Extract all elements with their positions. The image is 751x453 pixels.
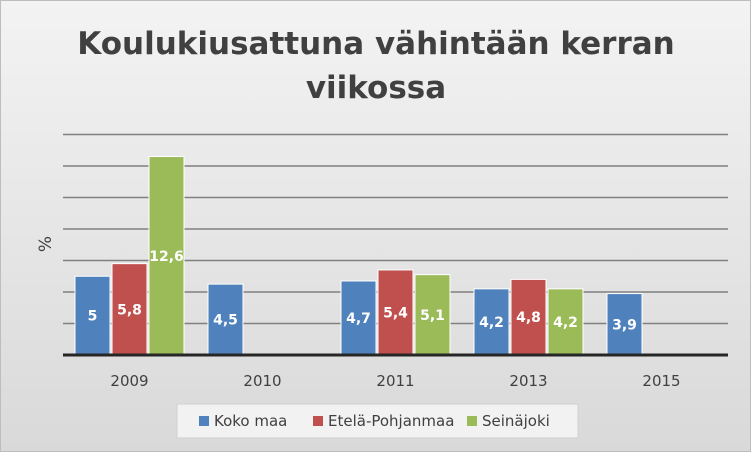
x-tick-label: 2011 (376, 372, 414, 390)
legend-label: Etelä-Pohjanmaa (328, 412, 454, 430)
bar (547, 288, 584, 356)
data-label: 4,8 (516, 310, 541, 326)
legend-swatch (313, 416, 323, 426)
data-label: 3,9 (612, 317, 637, 333)
legend-swatch (467, 416, 477, 426)
legend-label: Seinäjoki (482, 412, 550, 430)
data-label: 4,7 (346, 311, 371, 327)
legend: Koko maa Etelä-Pohjanmaa Seinäjoki (176, 403, 579, 439)
y-axis-label: % (36, 236, 56, 252)
bar (377, 269, 414, 356)
data-label: 12,6 (149, 249, 184, 265)
data-label: 5 (88, 309, 98, 325)
data-label: 4,5 (213, 313, 238, 329)
bar (473, 288, 510, 356)
bar (111, 263, 148, 356)
chart-title-line-2: viikossa (306, 70, 446, 106)
x-tick-labels: 2009 2010 2011 2013 2015 (110, 372, 680, 390)
bar (606, 293, 643, 356)
x-tick-label: 2009 (110, 372, 148, 390)
x-tick-label: 2015 (642, 372, 680, 390)
x-tick-label: 2013 (509, 372, 547, 390)
chart-title-line-1: Koulukiusattuna vähintään kerran (77, 26, 675, 62)
bar (340, 280, 377, 356)
legend-swatch (199, 416, 209, 426)
data-label: 5,4 (383, 305, 408, 321)
data-label: 4,2 (553, 315, 578, 331)
data-label: 5,8 (117, 302, 142, 318)
data-label: 4,2 (479, 315, 504, 331)
legend-label: Koko maa (214, 412, 287, 430)
data-label: 5,1 (420, 308, 445, 324)
bar (414, 274, 451, 356)
legend-box (176, 403, 579, 439)
bars-group: 5 5,8 12,6 4,5 4,7 5,4 5,1 4,2 4,8 4,2 3,9 (74, 156, 643, 356)
bar (148, 156, 185, 356)
bar (207, 283, 244, 356)
x-tick-label: 2010 (243, 372, 281, 390)
